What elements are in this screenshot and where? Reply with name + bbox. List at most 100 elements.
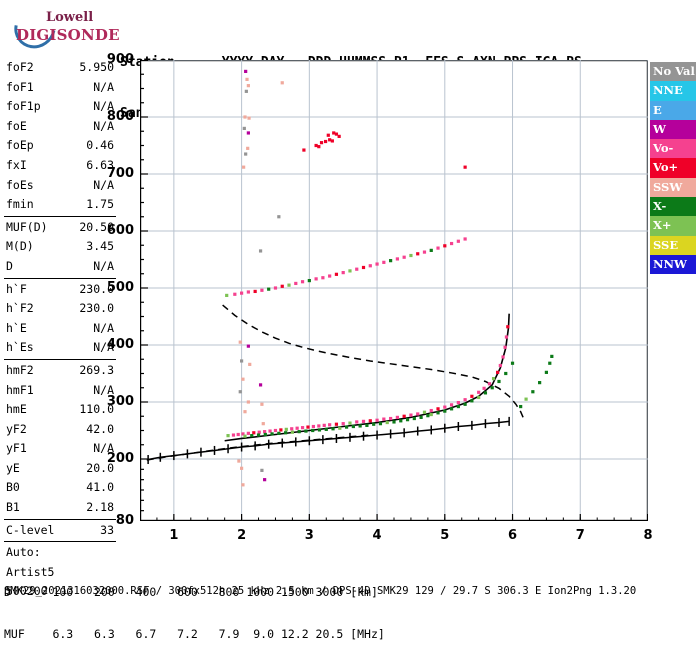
param-row-hf2: h`F2 230.0 [4, 299, 116, 319]
param-key: D [6, 258, 13, 273]
ionospheric-parameters-panel: foF2 5.950 foF1 N/A foF1p N/A foE N/A foEp 0.46 fx… [4, 58, 116, 602]
param-row-fof1: foF1 N/A [4, 78, 116, 98]
logo-line-2: DIGISONDE [16, 26, 120, 44]
legend-item-sse[interactable]: SSE [650, 235, 696, 255]
param-row-hf: h`F 230.0 [4, 280, 116, 300]
param-group-divider [4, 215, 116, 217]
param-key: yF2 [6, 421, 27, 436]
muf-distance-table: D 100 200 400 600 800 1000 1500 3000 [km… [4, 557, 385, 655]
legend-item-x[interactable]: X- [650, 197, 696, 217]
param-key: yF1 [6, 441, 27, 456]
param-value: N/A [93, 258, 114, 273]
ionogram-plot[interactable]: 200 300 400 500 600 700 800 900 80 1 2 3 4 5 6 7 8 [107, 52, 653, 543]
param-row-hes: h`Es N/A [4, 338, 116, 358]
param-key: fxI [6, 157, 27, 172]
legend-item-noval[interactable]: No Val [650, 62, 696, 82]
file-info-footer: SMK29_2021316032000.RSF / 300fx512h 25 k… [4, 585, 637, 597]
param-value: N/A [93, 441, 114, 456]
series-scatter-cluster-near-3-2-mhz-760-km [302, 131, 467, 169]
doppler-legend[interactable]: No Val NNE E W Vo- Vo+ SSW X- X+ SSE NNW [650, 62, 696, 275]
series-o-trace-vo-vo-pink-red- [226, 325, 510, 438]
legend-item-vo[interactable]: Vo- [650, 139, 696, 159]
param-value: N/A [93, 99, 114, 114]
distance-row: D 100 200 400 600 800 1000 1500 3000 [km… [4, 585, 378, 599]
legend-item-vo[interactable]: Vo+ [650, 158, 696, 178]
y-tick-label: 200 [106, 451, 134, 466]
param-row-mufd: MUF(D) 20.50 [4, 218, 116, 238]
param-value: 230.0 [79, 301, 114, 316]
param-key: foF1 [6, 79, 34, 94]
param-row-he: h`E N/A [4, 319, 116, 339]
logo-line-1: Lowell [46, 10, 94, 25]
param-text: Auto: [6, 545, 41, 560]
param-value: 20.0 [86, 460, 114, 475]
param-auto-code: 500200 [4, 582, 116, 602]
param-value: 5.950 [79, 60, 114, 74]
param-key: foEp [6, 138, 34, 153]
param-row-fxi: fxI 6.63 [4, 156, 116, 176]
param-value: 6.63 [86, 157, 114, 172]
param-row-yf1: yF1 N/A [4, 439, 116, 459]
param-row-b1: B1 2.18 [4, 498, 116, 518]
legend-item-ssw[interactable]: SSW [650, 177, 696, 198]
param-key: hmF1 [6, 382, 34, 397]
param-key: foF1p [6, 99, 41, 114]
param-value: N/A [93, 118, 114, 133]
param-value: 41.0 [86, 480, 114, 495]
param-group-divider [4, 518, 116, 520]
plot-frame [140, 60, 648, 521]
axis-ticks [140, 60, 648, 521]
param-key: hmE [6, 402, 27, 417]
legend-item-x[interactable]: X+ [650, 216, 696, 236]
param-key: C-level [6, 522, 55, 537]
param-key: h`E [6, 320, 27, 335]
lower-dashed-curve [146, 434, 371, 461]
param-auto-label: Auto: [4, 543, 116, 563]
muf-dashed-curve [222, 304, 525, 419]
legend-item-nnw[interactable]: NNW [650, 254, 696, 275]
param-key: foF2 [6, 60, 34, 74]
ionogram-svg [140, 60, 648, 521]
param-row-ye: yE 20.0 [4, 459, 116, 479]
param-value: 2.18 [86, 500, 114, 515]
param-row-yf2: yF2 42.0 [4, 420, 116, 440]
legend-item-e[interactable]: E [650, 100, 696, 120]
y-tick-label: 500 [106, 280, 134, 295]
y-tick-label: 400 [106, 337, 134, 352]
param-text: Artist5 [6, 564, 55, 579]
param-value: 230.0 [79, 281, 114, 296]
param-text: 500200 [6, 584, 48, 599]
param-value: 1.75 [86, 197, 114, 212]
param-key: foEs [6, 177, 34, 192]
legend-item-nne[interactable]: NNE [650, 81, 696, 101]
param-key: fmin [6, 197, 34, 212]
series-scatter-ssw-noval-spread-f- [237, 69, 284, 487]
param-row-hmf2: hmF2 269.3 [4, 361, 116, 381]
legend-item-w[interactable]: W [650, 119, 696, 140]
param-key: foE [6, 118, 27, 133]
param-row-b0: B0 41.0 [4, 478, 116, 498]
param-key: h`Es [6, 340, 34, 355]
param-key: M(D) [6, 239, 34, 254]
x-tick-label: 2 [237, 528, 247, 543]
param-row-fof2: foF2 5.950 [4, 58, 116, 78]
series-second-hop-trace-2f- [225, 237, 467, 298]
param-auto-program: Artist5 [4, 563, 116, 583]
x-tick-label: 7 [575, 528, 585, 543]
param-value: 110.0 [79, 402, 114, 417]
x-tick-label: 4 [372, 528, 382, 543]
x-tick-label: 3 [304, 528, 314, 543]
param-key: h`F [6, 281, 27, 296]
grid-lines [140, 60, 648, 521]
param-key: MUF(D) [6, 219, 48, 234]
param-value: 33 [100, 522, 114, 537]
param-value: N/A [93, 79, 114, 94]
x-tick-label: 8 [643, 528, 653, 543]
param-group-divider [4, 277, 116, 279]
param-group-divider [4, 541, 116, 543]
param-value: N/A [93, 340, 114, 355]
x-tick-label: 1 [169, 528, 179, 543]
param-key: h`F2 [6, 301, 34, 316]
param-value: 42.0 [86, 421, 114, 436]
y-tick-label-bottom: 80 [115, 513, 134, 528]
